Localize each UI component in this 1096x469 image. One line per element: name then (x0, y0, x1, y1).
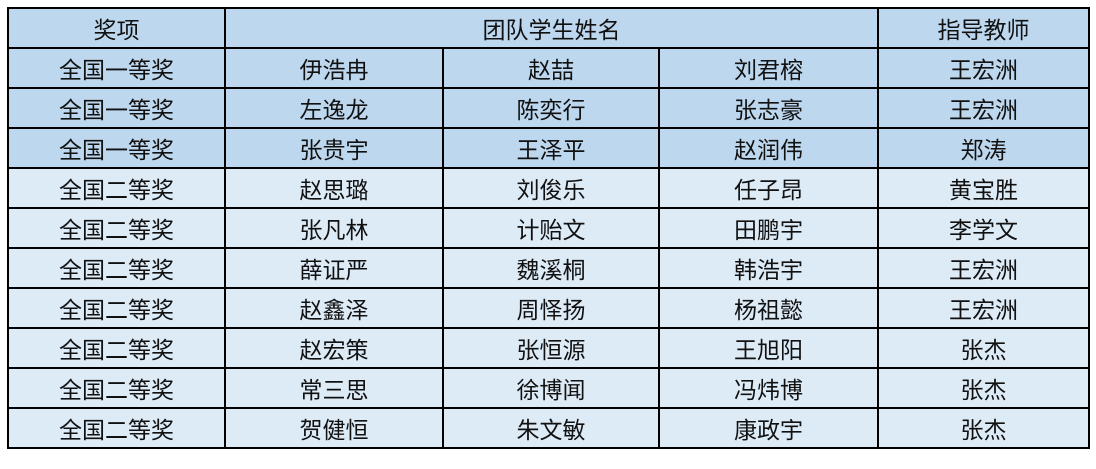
teacher-cell: 张杰 (877, 407, 1091, 449)
student-cell: 常三思 (224, 367, 444, 409)
teacher-cell: 张杰 (877, 327, 1091, 369)
award-cell: 全国二等奖 (7, 247, 226, 289)
student-cell: 杨祖懿 (657, 287, 880, 329)
student-cell: 徐博闻 (442, 367, 660, 409)
student-cell: 任子昂 (657, 167, 880, 209)
student-cell: 赵润伟 (657, 127, 880, 169)
teacher-cell: 王宏洲 (877, 47, 1091, 89)
table-row: 全国二等奖 赵思璐 刘俊乐 任子昂 黄宝胜 (7, 167, 1091, 209)
student-cell: 冯炜博 (657, 367, 880, 409)
student-cell: 陈奕行 (442, 87, 660, 129)
teacher-cell: 王宏洲 (877, 87, 1091, 129)
award-cell: 全国二等奖 (7, 287, 226, 329)
header-award: 奖项 (7, 7, 226, 49)
award-cell: 全国二等奖 (7, 207, 226, 249)
student-cell: 刘君榕 (657, 47, 880, 89)
award-cell: 全国一等奖 (7, 47, 226, 89)
header-teacher: 指导教师 (877, 7, 1091, 49)
student-cell: 贺健恒 (224, 407, 444, 449)
student-cell: 王旭阳 (657, 327, 880, 369)
teacher-cell: 李学文 (877, 207, 1091, 249)
student-cell: 田鹏宇 (657, 207, 880, 249)
table-row: 全国二等奖 薛证严 魏溪桐 韩浩宇 王宏洲 (7, 247, 1091, 289)
student-cell: 张恒源 (442, 327, 660, 369)
header-row: 奖项 团队学生姓名 指导教师 (7, 7, 1091, 49)
teacher-cell: 王宏洲 (877, 287, 1091, 329)
student-cell: 魏溪桐 (442, 247, 660, 289)
student-cell: 伊浩冉 (224, 47, 444, 89)
student-cell: 赵喆 (442, 47, 660, 89)
student-cell: 韩浩宇 (657, 247, 880, 289)
table-row: 全国一等奖 张贵宇 王泽平 赵润伟 郑涛 (7, 127, 1091, 169)
teacher-cell: 张杰 (877, 367, 1091, 409)
table-row: 全国一等奖 左逸龙 陈奕行 张志豪 王宏洲 (7, 87, 1091, 129)
student-cell: 朱文敏 (442, 407, 660, 449)
table-row: 全国二等奖 张凡林 计贻文 田鹏宇 李学文 (7, 207, 1091, 249)
student-cell: 赵思璐 (224, 167, 444, 209)
student-cell: 张凡林 (224, 207, 444, 249)
teacher-cell: 王宏洲 (877, 247, 1091, 289)
teacher-cell: 黄宝胜 (877, 167, 1091, 209)
student-cell: 张贵宇 (224, 127, 444, 169)
award-cell: 全国二等奖 (7, 167, 226, 209)
student-cell: 赵鑫泽 (224, 287, 444, 329)
award-cell: 全国二等奖 (7, 367, 226, 409)
award-table: 奖项 团队学生姓名 指导教师 全国一等奖 伊浩冉 赵喆 刘君榕 王宏洲 全国一等奖 左逸龙陈… (7, 7, 1091, 449)
teacher-cell: 郑涛 (877, 127, 1091, 169)
table-row: 全国二等奖 贺健恒 朱文敏 康政宇 张杰 (7, 407, 1091, 449)
table-row: 全国一等奖 伊浩冉 赵喆 刘君榕 王宏洲 (7, 47, 1091, 89)
award-cell: 全国一等奖 (7, 87, 226, 129)
table-row: 全国二等奖 赵鑫泽 周怿扬 杨祖懿 王宏洲 (7, 287, 1091, 329)
student-cell: 左逸龙 (224, 87, 444, 129)
table-row: 全国二等奖 常三思 徐博闻 冯炜博 张杰 (7, 367, 1091, 409)
student-cell: 计贻文 (442, 207, 660, 249)
header-students: 团队学生姓名 (223, 7, 880, 49)
student-cell: 张志豪 (657, 87, 880, 129)
student-cell: 王泽平 (442, 127, 660, 169)
student-cell: 薛证严 (224, 247, 444, 289)
student-cell: 刘俊乐 (442, 167, 660, 209)
award-cell: 全国一等奖 (7, 127, 226, 169)
award-cell: 全国二等奖 (7, 327, 226, 369)
student-cell: 康政宇 (657, 407, 880, 449)
award-cell: 全国二等奖 (7, 407, 226, 449)
student-cell: 赵宏策 (224, 327, 444, 369)
student-cell: 周怿扬 (442, 287, 660, 329)
table-row: 全国二等奖 赵宏策 张恒源 王旭阳 张杰 (7, 327, 1091, 369)
